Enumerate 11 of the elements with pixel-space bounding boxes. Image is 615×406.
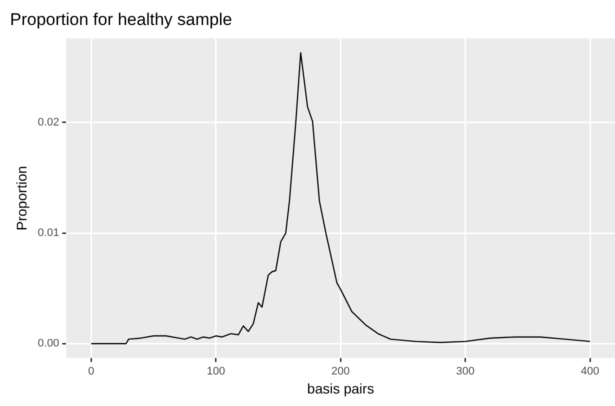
- y-axis-title: Proportion: [13, 166, 30, 230]
- y-tick-label: 0.01: [38, 227, 60, 240]
- y-tick-label: 0.00: [38, 338, 60, 350]
- x-tick-label: 400: [580, 366, 600, 378]
- x-tick-label: 300: [456, 366, 475, 378]
- x-tick-label: 100: [206, 366, 226, 378]
- y-tick-label: 0.02: [38, 116, 60, 128]
- x-tick-label: 0: [88, 366, 94, 378]
- x-axis-title: basis pairs: [307, 380, 374, 396]
- x-tick-label: 200: [331, 366, 350, 378]
- chart-title: Proportion for healthy sample: [10, 10, 232, 29]
